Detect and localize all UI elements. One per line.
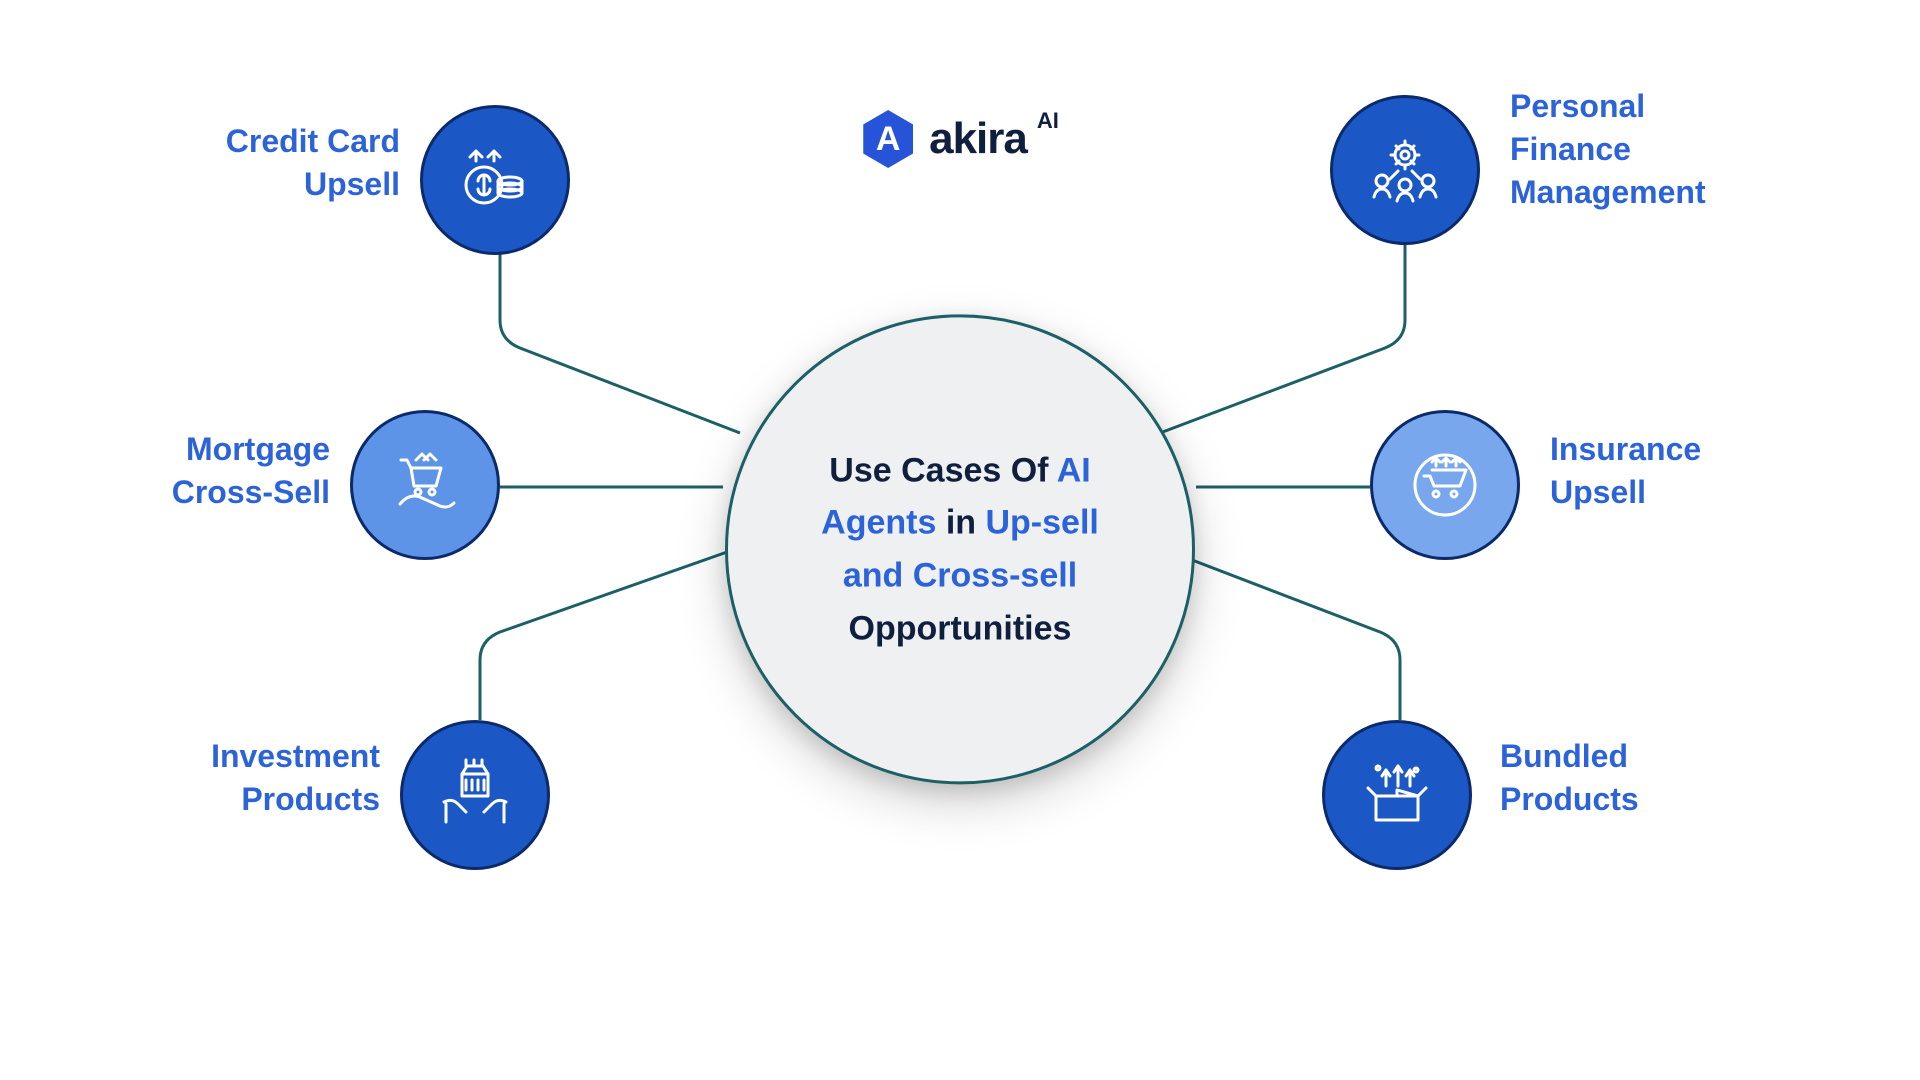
label-bundled-products: BundledProducts (1500, 735, 1760, 821)
hand-cart-icon (386, 446, 464, 524)
people-gear-icon (1366, 131, 1444, 209)
connector-investment-products (480, 545, 747, 720)
node-investment-products (400, 720, 550, 870)
cart-up-icon (1406, 446, 1484, 524)
connector-credit-card-upsell (500, 253, 740, 433)
money-up-icon (456, 141, 534, 219)
logo-superscript: AI (1037, 108, 1059, 134)
logo-glyph: A (876, 120, 901, 159)
logo-brand-text: akira (929, 114, 1027, 164)
node-credit-card-upsell (420, 105, 570, 255)
connector-personal-finance (1160, 243, 1405, 433)
label-mortgage-cross-sell: MortgageCross-Sell (80, 428, 330, 514)
box-arrows-icon (1358, 756, 1436, 834)
logo-hex-icon: A (859, 110, 917, 168)
label-investment-products: InvestmentProducts (110, 735, 380, 821)
brand-logo: A akira AI (859, 110, 1061, 168)
node-insurance-upsell (1370, 410, 1520, 560)
center-circle: Use Cases Of AI Agents in Up-sell and Cr… (725, 314, 1195, 784)
diagram-canvas: A akira AI Use Cases Of AI Agents in Up-… (0, 0, 1920, 1080)
node-mortgage-cross-sell (350, 410, 500, 560)
label-credit-card-upsell: Credit CardUpsell (130, 120, 400, 206)
label-insurance-upsell: InsuranceUpsell (1550, 428, 1810, 514)
node-personal-finance (1330, 95, 1480, 245)
center-title: Use Cases Of AI Agents in Up-sell and Cr… (788, 444, 1132, 655)
hands-building-icon (436, 756, 514, 834)
label-personal-finance: PersonalFinanceManagement (1510, 85, 1830, 215)
node-bundled-products (1322, 720, 1472, 870)
